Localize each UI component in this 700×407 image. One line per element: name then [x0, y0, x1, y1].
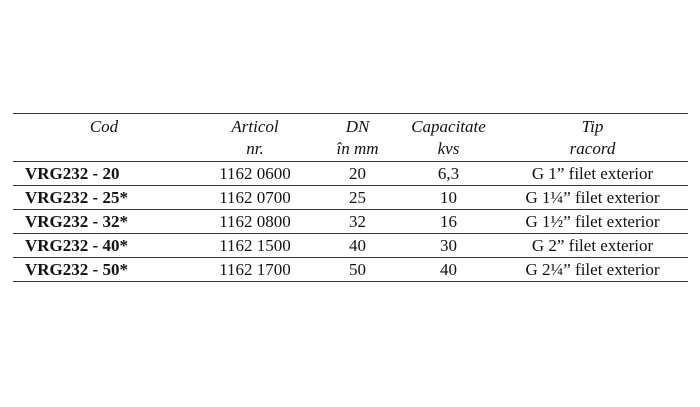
- header-cell: Cod: [13, 113, 195, 162]
- header-cell: Articol nr.: [195, 113, 315, 162]
- table-cell: VRG232 - 20: [13, 161, 195, 186]
- table-cell: 1162 1700: [195, 257, 315, 282]
- table-cell: 1162 0800: [195, 209, 315, 234]
- header-row: Cod Articol nr. DN în mm Capacitate kvs Tip raco…: [13, 113, 688, 162]
- table-cell: G 1” filet exterior: [497, 161, 688, 186]
- table-row: VRG232 - 20 1162 0600 20 6,3 G 1” filet exte…: [13, 161, 688, 186]
- table-cell: 1162 0700: [195, 185, 315, 210]
- table-cell: 50: [315, 257, 400, 282]
- header-cell: DN în mm: [315, 113, 400, 162]
- header-text: Tip: [581, 117, 604, 136]
- table-cell: 30: [400, 233, 497, 258]
- table-cell: G 1½” filet exterior: [497, 209, 688, 234]
- header-text: racord: [569, 139, 616, 158]
- header-cell: Capacitate kvs: [400, 113, 497, 162]
- table-row: VRG232 - 40* 1162 1500 40 30 G 2” filet exte…: [13, 233, 688, 258]
- header-text: kvs: [437, 139, 460, 158]
- table-cell: 20: [315, 161, 400, 186]
- table-cell: VRG232 - 40*: [13, 233, 195, 258]
- table-cell: 40: [400, 257, 497, 282]
- table-row: VRG232 - 32* 1162 0800 32 16 G 1½” filet ext…: [13, 209, 688, 234]
- table-body: VRG232 - 20 1162 0600 20 6,3 G 1” filet exte…: [13, 161, 688, 282]
- table-cell: 10: [400, 185, 497, 210]
- table-cell: 32: [315, 209, 400, 234]
- table-cell: G 2¼” filet exterior: [497, 257, 688, 282]
- header-text: Articol: [231, 117, 279, 136]
- header-cell: Tip racord: [497, 113, 688, 162]
- header-text: nr.: [246, 139, 264, 158]
- table-cell: G 2” filet exterior: [497, 233, 688, 258]
- header-text: DN: [345, 117, 370, 136]
- table-cell: 6,3: [400, 161, 497, 186]
- table-cell: 1162 1500: [195, 233, 315, 258]
- table-cell: 40: [315, 233, 400, 258]
- table-cell: 1162 0600: [195, 161, 315, 186]
- table-cell: VRG232 - 25*: [13, 185, 195, 210]
- table-cell: VRG232 - 50*: [13, 257, 195, 282]
- header-text: Cod: [89, 117, 119, 136]
- header-text: în mm: [336, 139, 379, 158]
- table-row: VRG232 - 50* 1162 1700 50 40 G 2¼” filet ext…: [13, 257, 688, 282]
- product-table: Cod Articol nr. DN în mm Capacitate kvs Tip raco…: [13, 113, 688, 282]
- table-cell: 16: [400, 209, 497, 234]
- table-row: VRG232 - 25* 1162 0700 25 10 G 1¼” filet ext…: [13, 185, 688, 210]
- table-cell: 25: [315, 185, 400, 210]
- table-cell: VRG232 - 32*: [13, 209, 195, 234]
- header-text: Capacitate: [411, 117, 486, 136]
- table-cell: G 1¼” filet exterior: [497, 185, 688, 210]
